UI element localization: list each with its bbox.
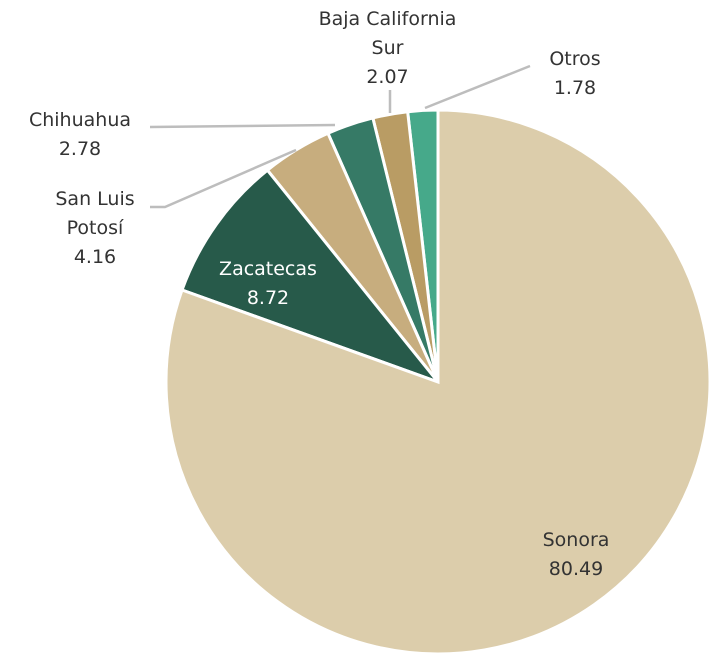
slice-label: Chihuahua 2.78	[0, 106, 160, 164]
slice-label: Otros 1.78	[515, 45, 635, 103]
value-label: 2.78	[58, 138, 102, 160]
value-label: 2.07	[366, 66, 409, 88]
slice-label: Sonora 80.49	[496, 526, 656, 584]
pie-slice	[164, 108, 709, 656]
slice-label: San Luis Potosí 4.16	[30, 185, 160, 272]
category-label: Zacatecas	[219, 258, 317, 280]
category-label: San Luis Potosí	[55, 188, 135, 239]
category-label: Otros	[549, 48, 601, 70]
leader-line	[150, 148, 297, 209]
category-label: Chihuahua	[28, 109, 132, 131]
category-label: Sonora	[542, 529, 610, 551]
value-label: 80.49	[548, 558, 604, 580]
value-label: 8.72	[246, 287, 290, 309]
pie-slice	[180, 168, 443, 386]
category-label: Baja California Sur	[318, 8, 457, 59]
leader-lines	[149, 64, 531, 209]
slice-label: Zacatecas 8.72	[188, 255, 348, 313]
value-label: 4.16	[73, 246, 117, 268]
value-label: 1.78	[553, 77, 597, 99]
leader-line	[149, 123, 336, 129]
slice-label: Baja California Sur 2.07	[300, 5, 475, 92]
leader-line	[424, 64, 531, 110]
